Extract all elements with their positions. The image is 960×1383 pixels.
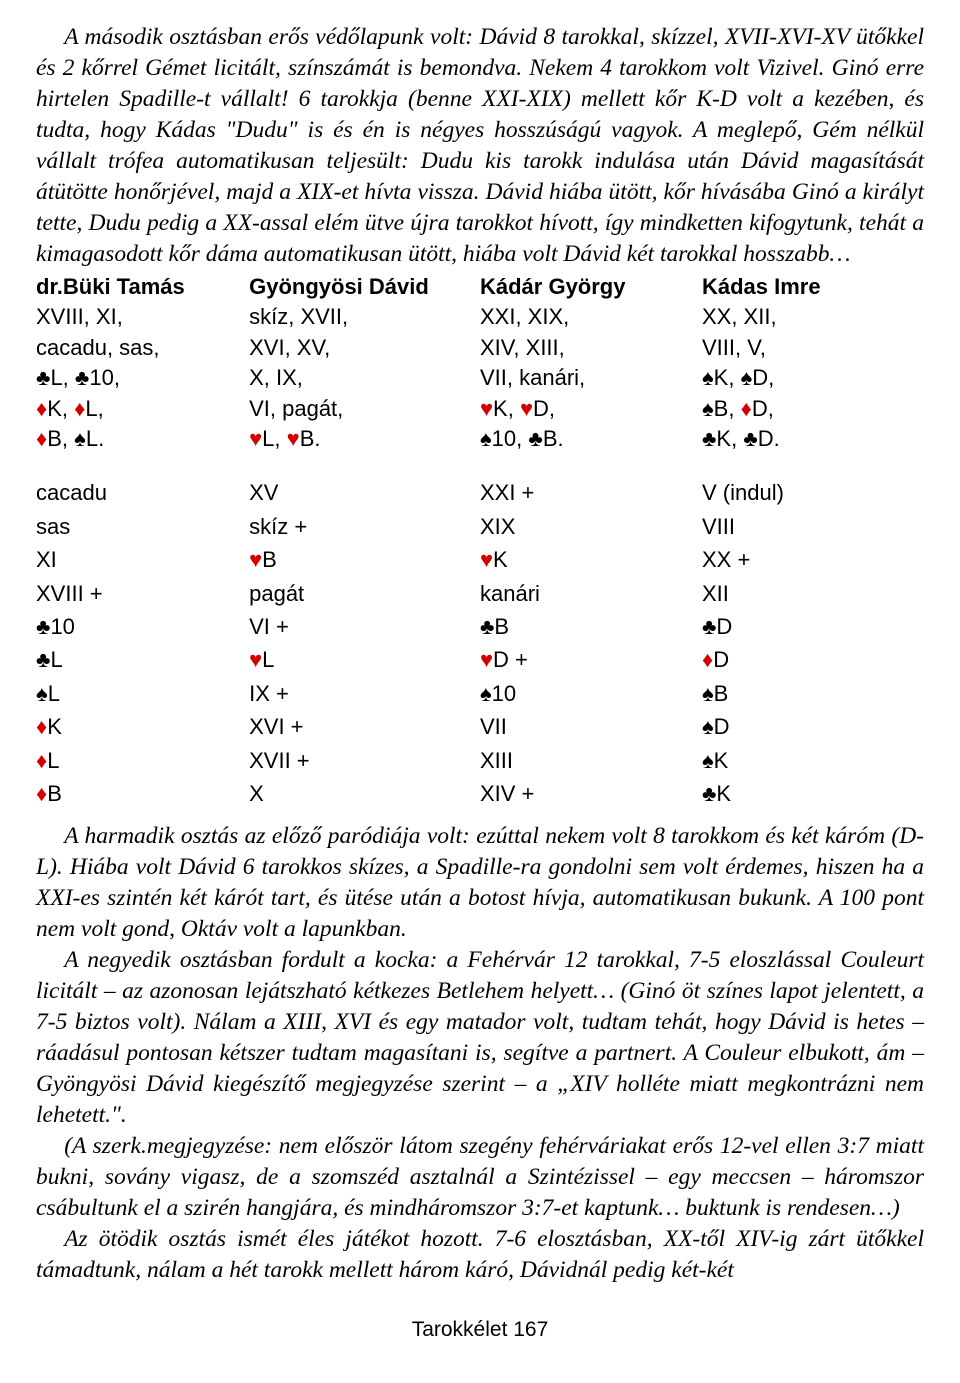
trick-cell: XVIII + xyxy=(36,577,249,610)
tricks-table: cacaduXVXXI +V (indul)sasskíz +XIXVIIIXI… xyxy=(36,476,924,810)
trick-cell: XII xyxy=(702,577,924,610)
hand-cell: ♦B, ♠L. xyxy=(36,424,249,454)
hand-cell: XXI, XIX, xyxy=(480,302,702,332)
trick-cell: XXI + xyxy=(480,476,702,509)
trick-cell: ♥D + xyxy=(480,643,702,676)
trick-cell: ♣K xyxy=(702,777,924,810)
player-name: dr.Büki Tamás xyxy=(36,272,249,302)
player-name: Gyöngyösi Dávid xyxy=(249,272,480,302)
paragraph-2: A harmadik osztás az előző paródiája vol… xyxy=(36,821,924,945)
hand-cell: ♥K, ♥D, xyxy=(480,394,702,424)
hand-cell: ♥L, ♥B. xyxy=(249,424,480,454)
trick-cell: sas xyxy=(36,510,249,543)
hand-cell: skíz, XVII, xyxy=(249,302,480,332)
hand-cell: ♠K, ♠D, xyxy=(702,363,924,393)
hand-cell: XVIII, XI, xyxy=(36,302,249,332)
trick-cell: ♥B xyxy=(249,543,480,576)
trick-cell: XIV + xyxy=(480,777,702,810)
page-footer: Tarokkélet 167 xyxy=(36,1316,924,1344)
hand-cell: VI, pagát, xyxy=(249,394,480,424)
trick-cell: ♠D xyxy=(702,710,924,743)
trick-cell: ♣10 xyxy=(36,610,249,643)
trick-cell: skíz + xyxy=(249,510,480,543)
trick-cell: XVI + xyxy=(249,710,480,743)
trick-cell: IX + xyxy=(249,677,480,710)
hand-cell: XVI, XV, xyxy=(249,333,480,363)
hand-cell: XX, XII, xyxy=(702,302,924,332)
trick-cell: X xyxy=(249,777,480,810)
trick-cell: ♣L xyxy=(36,643,249,676)
hand-cell: ♠10, ♣B. xyxy=(480,424,702,454)
trick-cell: pagát xyxy=(249,577,480,610)
trick-cell: ♦B xyxy=(36,777,249,810)
trick-cell: VI + xyxy=(249,610,480,643)
trick-cell: XVII + xyxy=(249,744,480,777)
player-name: Kádár György xyxy=(480,272,702,302)
hand-cell: cacadu, sas, xyxy=(36,333,249,363)
trick-cell: XV xyxy=(249,476,480,509)
trick-cell: ♣B xyxy=(480,610,702,643)
paragraph-5: Az ötödik osztás ismét éles játékot hozo… xyxy=(36,1224,924,1286)
paragraph-3: A negyedik osztásban fordult a kocka: a … xyxy=(36,945,924,1131)
hand-cell: X, IX, xyxy=(249,363,480,393)
trick-cell: ♠K xyxy=(702,744,924,777)
hand-cell: ♣L, ♣10, xyxy=(36,363,249,393)
trick-cell: XIX xyxy=(480,510,702,543)
paragraph-4: (A szerk.megjegyzése: nem először látom … xyxy=(36,1131,924,1224)
trick-cell: ♥K xyxy=(480,543,702,576)
hand-cell: ♦K, ♦L, xyxy=(36,394,249,424)
trick-cell: XI xyxy=(36,543,249,576)
hand-cell: VII, kanári, xyxy=(480,363,702,393)
trick-cell: V (indul) xyxy=(702,476,924,509)
trick-cell: ♦L xyxy=(36,744,249,777)
trick-cell: VIII xyxy=(702,510,924,543)
hand-cell: VIII, V, xyxy=(702,333,924,363)
trick-cell: VII xyxy=(480,710,702,743)
trick-cell: ♣D xyxy=(702,610,924,643)
trick-cell: XIII xyxy=(480,744,702,777)
hand-cell: ♣K, ♣D. xyxy=(702,424,924,454)
hands-table: dr.Büki TamásGyöngyösi DávidKádár György… xyxy=(36,272,924,454)
trick-cell: ♦D xyxy=(702,643,924,676)
intro-paragraph: A második osztásban erős védőlapunk volt… xyxy=(36,22,924,270)
hand-cell: ♠B, ♦D, xyxy=(702,394,924,424)
trick-cell: XX + xyxy=(702,543,924,576)
trick-cell: ♥L xyxy=(249,643,480,676)
trick-cell: kanári xyxy=(480,577,702,610)
trick-cell: ♠B xyxy=(702,677,924,710)
trick-cell: ♦K xyxy=(36,710,249,743)
trick-cell: cacadu xyxy=(36,476,249,509)
player-name: Kádas Imre xyxy=(702,272,924,302)
trick-cell: ♠10 xyxy=(480,677,702,710)
trick-cell: ♠L xyxy=(36,677,249,710)
hand-cell: XIV, XIII, xyxy=(480,333,702,363)
